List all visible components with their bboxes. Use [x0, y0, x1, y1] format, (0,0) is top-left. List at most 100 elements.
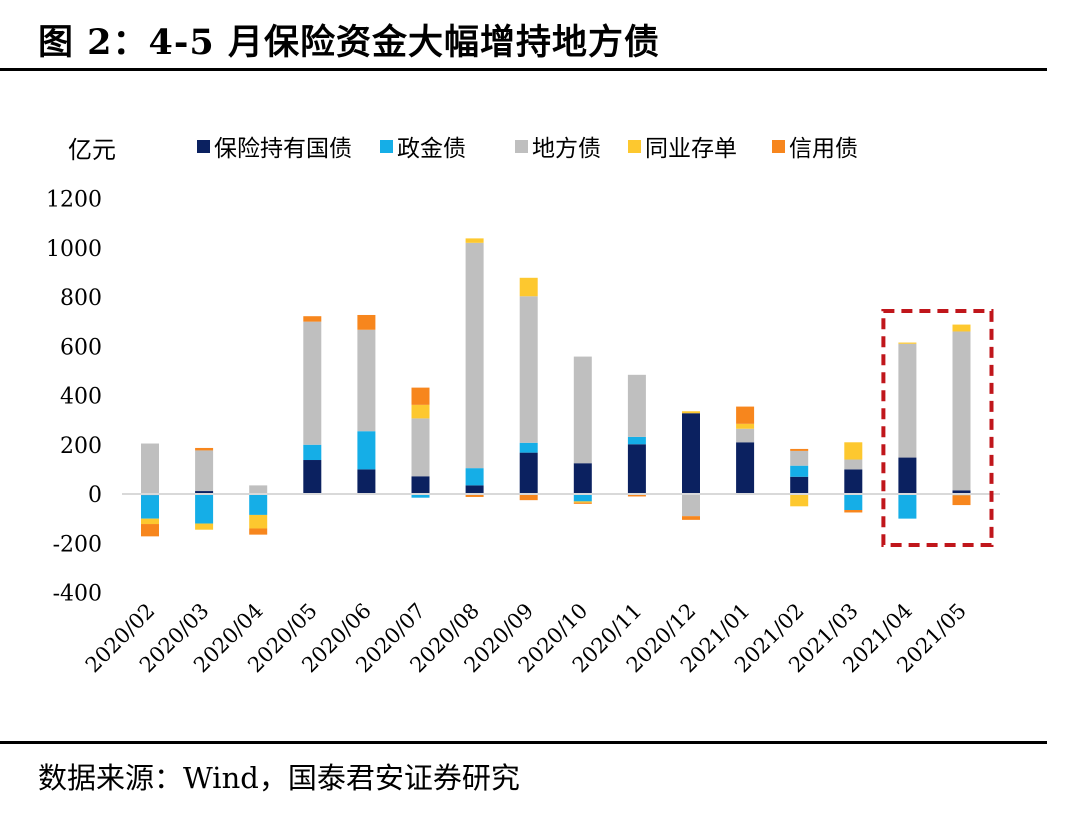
y-tick-label: 1200 [46, 188, 102, 213]
bar-segment [898, 343, 917, 458]
bar-segment [195, 491, 214, 494]
bar-segment [195, 450, 214, 492]
legend-label: 地方债 [532, 136, 601, 162]
highlight-box [881, 309, 994, 547]
legend-swatch [380, 140, 393, 153]
y-tick-label: 200 [60, 434, 102, 459]
bar-segment [736, 428, 755, 443]
legend-swatch [628, 140, 641, 153]
bar-segment [411, 387, 430, 405]
y-tick-label: 0 [88, 483, 102, 508]
y-tick-label: -400 [53, 582, 102, 607]
bars [141, 238, 971, 537]
bar-segment [411, 418, 430, 477]
y-axis: -400 -200 0 200 400 600 800 1000 1200 [46, 188, 102, 607]
bar-segment [249, 514, 268, 529]
bar-segment [627, 436, 646, 445]
legend-label: 保险持有国债 [214, 136, 352, 162]
bar-segment [411, 494, 430, 498]
bar-segment [465, 468, 484, 486]
bar-segment [519, 494, 538, 501]
y-tick-label: 400 [60, 385, 102, 410]
bar-segment [844, 442, 863, 460]
legend: 保险持有国债 政金债 地方债 同业存单 信用债 [197, 136, 858, 162]
bar-segment [303, 444, 322, 461]
bar-segment [357, 314, 376, 330]
bar-segment [519, 442, 538, 453]
y-tick-label: -200 [53, 532, 102, 557]
bar-segment [465, 242, 484, 469]
bar-segment [952, 495, 971, 506]
bar-segment [627, 374, 646, 437]
bar-segment [249, 494, 268, 515]
bar-segment [627, 494, 646, 497]
x-axis: 2020/022020/032020/042020/052020/062020/… [81, 599, 971, 678]
y-axis-unit-label: 亿元 [68, 136, 116, 164]
bar-segment [952, 331, 971, 491]
bar-segment [573, 501, 592, 503]
bar-segment [790, 465, 809, 477]
bar-segment [682, 516, 700, 520]
bar-segment [465, 485, 484, 494]
bar-segment [357, 469, 376, 494]
source-note: 数据来源：Wind，国泰君安证券研究 [38, 761, 520, 795]
bar-segment [790, 494, 809, 507]
bar-segment [411, 404, 430, 419]
legend-swatch [515, 140, 528, 153]
bar-segment [898, 342, 917, 344]
bar-segment [844, 469, 863, 494]
bar-segment [952, 490, 971, 494]
bar-segment [465, 238, 484, 243]
y-tick-label: 1000 [46, 237, 102, 262]
legend-label: 信用债 [789, 136, 858, 162]
figure-title: 图 2：4-5 月保险资金大幅增持地方债 [38, 22, 660, 63]
bar-segment [411, 476, 430, 494]
bar-segment [573, 356, 592, 464]
bar-segment [898, 457, 917, 494]
y-tick-label: 600 [60, 335, 102, 360]
bottom-rule [0, 741, 1047, 744]
bar-segment [249, 485, 268, 494]
bar-segment [790, 476, 809, 494]
bar-segment [844, 494, 863, 511]
legend-swatch [197, 140, 210, 153]
bar-segment [627, 444, 646, 494]
bar-segment [519, 452, 538, 494]
bar-segment [303, 460, 322, 494]
bar-segment [844, 459, 863, 470]
bar-segment [519, 277, 538, 297]
bar-segment [682, 411, 700, 414]
bar-segment [573, 494, 592, 502]
bar-segment [736, 406, 755, 424]
stacked-bar-chart: 亿元 保险持有国债 政金债 地方债 同业存单 信用债 -400 -200 0 200 400 60… [46, 136, 1000, 678]
bar-segment [195, 523, 214, 530]
bar-segment [844, 510, 863, 513]
bar-segment [682, 494, 700, 517]
bar-segment [303, 321, 322, 445]
bar-segment [141, 518, 159, 525]
bar-segment [303, 316, 322, 322]
bar-segment [573, 463, 592, 494]
top-rule [0, 68, 1047, 71]
legend-label: 政金债 [397, 136, 466, 162]
y-tick-label: 800 [60, 286, 102, 311]
bar-segment [736, 423, 755, 429]
bar-segment [357, 329, 376, 432]
legend-swatch [772, 140, 785, 153]
bar-segment [790, 450, 809, 466]
bar-segment [195, 447, 214, 451]
bar-segment [736, 442, 755, 494]
legend-label: 同业存单 [645, 136, 737, 162]
bar-segment [952, 324, 971, 332]
bar-segment [141, 524, 159, 537]
bar-segment [790, 448, 809, 451]
bar-segment [195, 494, 214, 524]
bar-segment [357, 431, 376, 470]
bar-segment [465, 494, 484, 497]
bar-segment [898, 494, 917, 519]
bar-segment [519, 296, 538, 443]
bar-segment [141, 495, 159, 519]
bar-segment [682, 413, 700, 494]
bar-segment [249, 528, 268, 535]
bar-segment [573, 502, 592, 504]
